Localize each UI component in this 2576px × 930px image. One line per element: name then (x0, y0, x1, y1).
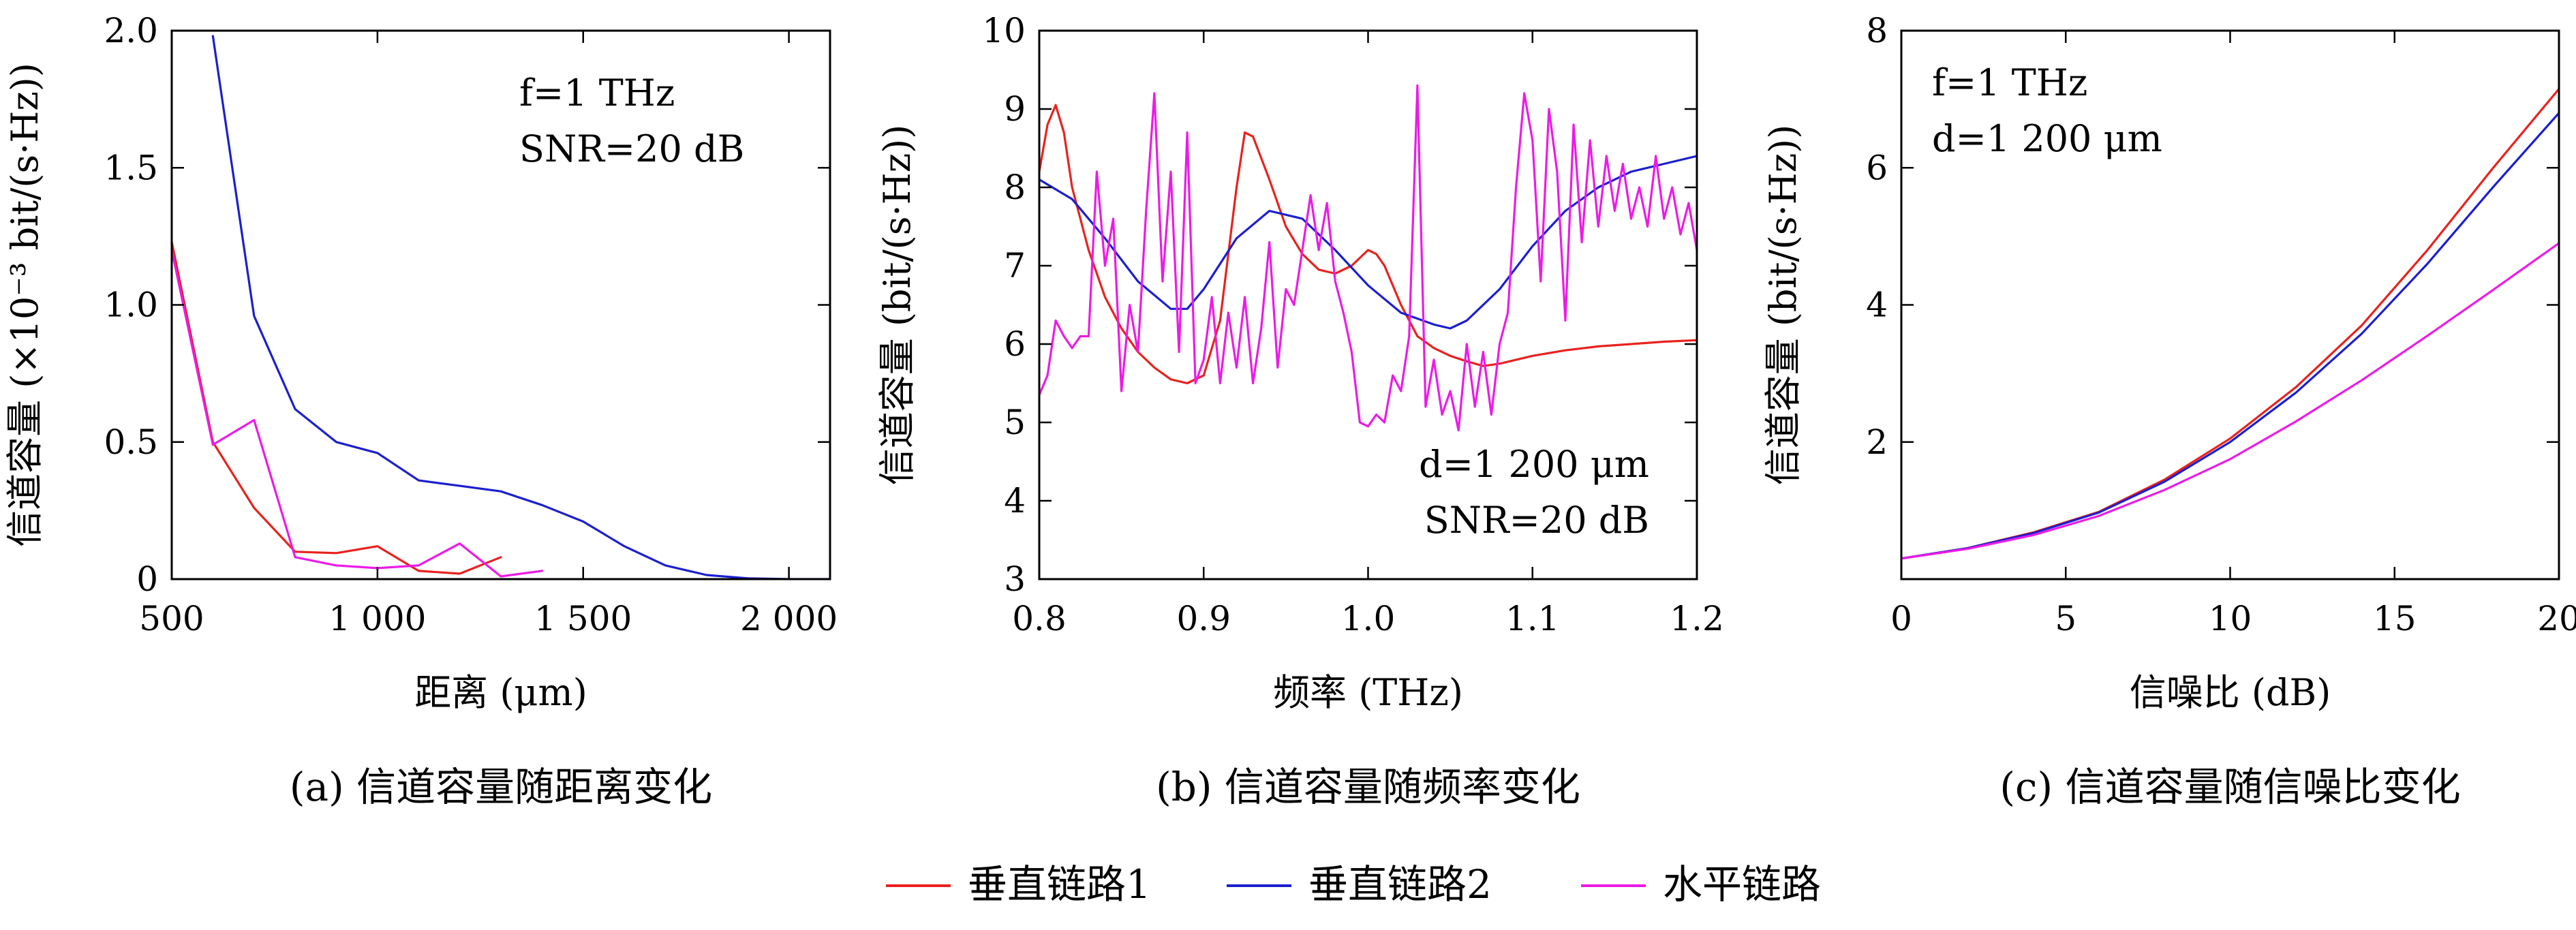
x-tick-label: 1.1 (1505, 599, 1560, 638)
x-tick-label: 10 (2209, 599, 2252, 638)
y-tick-label: 2.0 (104, 11, 158, 50)
x-tick-label: 0.9 (1176, 599, 1231, 638)
series-line-2 (1039, 155, 1697, 330)
x-tick-label: 1.2 (1670, 599, 1724, 638)
chart-panel-c: 0 5 10 15 20 2 4 6 8 信噪比 (dB) 信道容量 (bit/(s·Hz)) f=1… (1762, 11, 2576, 810)
chart-panel-a: 500 1 000 1 500 2 000 0 0.5 1.0 1.5 2.0 距离 (μm) 信道… (3, 11, 838, 810)
y-tick-label: 6 (1004, 324, 1026, 364)
legend-label: 水平链路 (1663, 861, 1821, 908)
annotation: SNR=20 dB (1424, 499, 1649, 542)
y-tick-label: 6 (1866, 148, 1888, 187)
y-tick-label: 8 (1004, 168, 1026, 207)
plot-frame (1038, 29, 1698, 580)
annotation: SNR=20 dB (519, 127, 744, 170)
panel-caption: (c) 信道容量随信噪比变化 (1999, 764, 2460, 810)
annotation: d=1 200 μm (1419, 443, 1649, 486)
x-axis-label: 频率 (THz) (1273, 671, 1463, 714)
y-tick-label: 1.0 (104, 285, 158, 325)
x-tick-label: 15 (2373, 599, 2417, 638)
x-axis-label: 距离 (μm) (414, 671, 587, 714)
y-tick-label: 0.5 (104, 422, 158, 462)
y-tick-label: 3 (1004, 559, 1026, 599)
plot-frame (1900, 29, 2560, 580)
x-tick-label: 0 (1890, 599, 1912, 638)
x-tick-label: 20 (2537, 599, 2576, 638)
series-line-2 (211, 35, 830, 579)
series-line-3 (1039, 84, 1697, 432)
y-axis-label: 信道容量 (bit/(s·Hz)) (1762, 125, 1805, 486)
y-tick-label: 4 (1866, 285, 1888, 325)
legend: 垂直链路1 垂直链路2 水平链路 (886, 861, 1821, 908)
legend-label: 垂直链路1 (968, 861, 1151, 908)
panel-caption: (a) 信道容量随距离变化 (290, 764, 712, 810)
annotation: f=1 THz (519, 72, 675, 114)
x-axis-label: 信噪比 (dB) (2130, 671, 2331, 714)
y-tick-label: 8 (1866, 11, 1888, 50)
series-line-1 (172, 241, 502, 575)
chart-panel-b: 0.8 0.9 1.0 1.1 1.2 3 4 5 6 7 8 9 10 频率 (THz) 信道容量 (bi… (876, 11, 1724, 810)
y-axis-label: 信道容量 (×10⁻³ bit/(s·Hz)) (3, 63, 46, 547)
legend-label: 垂直链路2 (1308, 861, 1492, 908)
series-line-3 (172, 249, 544, 578)
series-line-2 (1901, 112, 2559, 560)
y-tick-label: 1.5 (104, 148, 158, 187)
y-tick-label: 9 (1004, 89, 1026, 129)
series-line-3 (1901, 242, 2559, 560)
annotation: d=1 200 μm (1932, 117, 2162, 160)
annotation: f=1 THz (1932, 61, 2087, 104)
x-tick-label: 2 000 (740, 599, 838, 638)
y-tick-label: 7 (1004, 246, 1026, 285)
y-tick-label: 2 (1866, 422, 1888, 462)
y-axis-label: 信道容量 (bit/(s·Hz)) (876, 125, 919, 486)
y-tick-label: 0 (136, 559, 158, 599)
x-tick-label: 5 (2055, 599, 2076, 638)
panel-caption: (b) 信道容量随频率变化 (1156, 764, 1580, 810)
y-tick-label: 5 (1004, 403, 1026, 442)
x-tick-label: 1 000 (328, 599, 426, 638)
x-tick-label: 500 (139, 599, 204, 638)
x-tick-label: 1 500 (534, 599, 632, 638)
y-tick-label: 10 (982, 11, 1026, 50)
y-tick-label: 4 (1004, 481, 1026, 521)
plot-frame (170, 29, 831, 580)
x-tick-label: 0.8 (1012, 599, 1067, 638)
x-tick-label: 1.0 (1341, 599, 1396, 638)
